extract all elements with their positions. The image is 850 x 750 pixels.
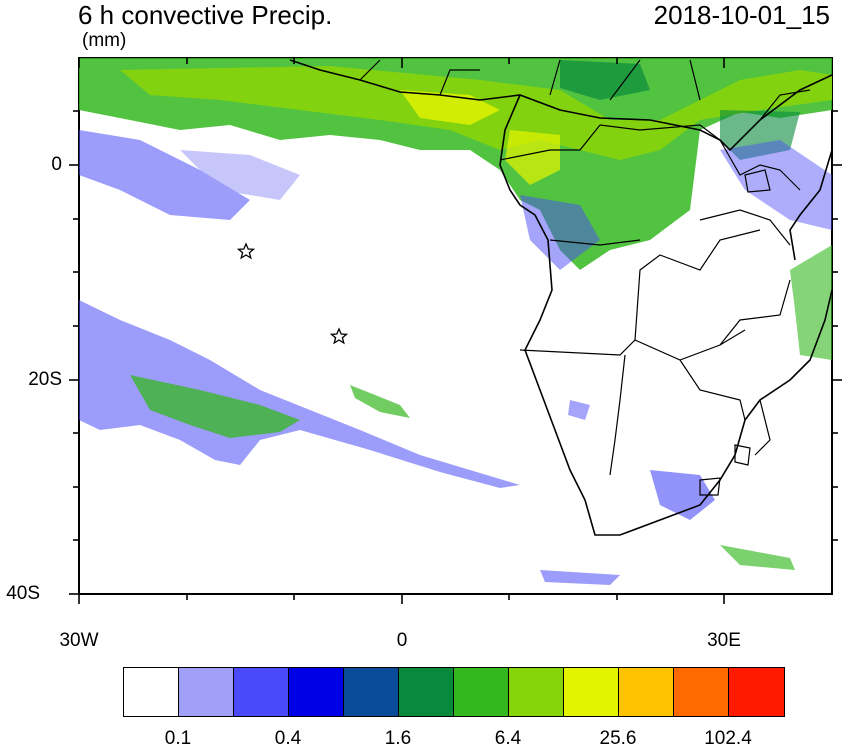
colorbar-label: 102.4 (704, 728, 752, 749)
units-label: (mm) (82, 30, 127, 51)
precip-light-patches (79, 130, 832, 360)
country-borders (359, 59, 811, 496)
colorbar-label: 25.6 (599, 728, 637, 749)
valid-time: 2018-10-01_15 (653, 0, 830, 30)
lon-label-30w: 30W (59, 630, 99, 651)
lat-label-40s: 40S (6, 583, 40, 604)
colorbar (123, 667, 785, 717)
colorbar-box-9 (619, 668, 674, 716)
axis-ticks (69, 58, 842, 604)
colorbar-box-1 (179, 668, 234, 716)
colorbar-box-10 (674, 668, 729, 716)
lon-label-30e: 30E (707, 630, 741, 651)
map-title: 6 h convective Precip. (78, 0, 333, 30)
lat-label-20s: 20S (28, 369, 62, 390)
colorbar-box-4 (344, 668, 399, 716)
lake-victoria (744, 169, 771, 193)
coastline (289, 59, 832, 536)
colorbar-label: 0.4 (274, 728, 302, 749)
colorbar-box-5 (399, 668, 454, 716)
colorbar-label: 6.4 (494, 728, 522, 749)
colorbar-box-8 (564, 668, 619, 716)
colorbar-box-6 (454, 668, 509, 716)
colorbar-box-2 (234, 668, 289, 716)
precip-equatorial-band (79, 58, 832, 270)
star-icon (236, 242, 256, 260)
lon-label-0: 0 (396, 630, 408, 651)
star-icon (329, 327, 349, 345)
lat-label-0: 0 (51, 154, 62, 175)
colorbar-box-3 (289, 668, 344, 716)
precip-south-atlantic-band (79, 300, 795, 585)
colorbar-label: 0.1 (164, 728, 192, 749)
colorbar-box-0 (124, 668, 179, 716)
colorbar-label: 1.6 (384, 728, 412, 749)
colorbar-box-7 (509, 668, 564, 716)
colorbar-box-11 (729, 668, 784, 716)
